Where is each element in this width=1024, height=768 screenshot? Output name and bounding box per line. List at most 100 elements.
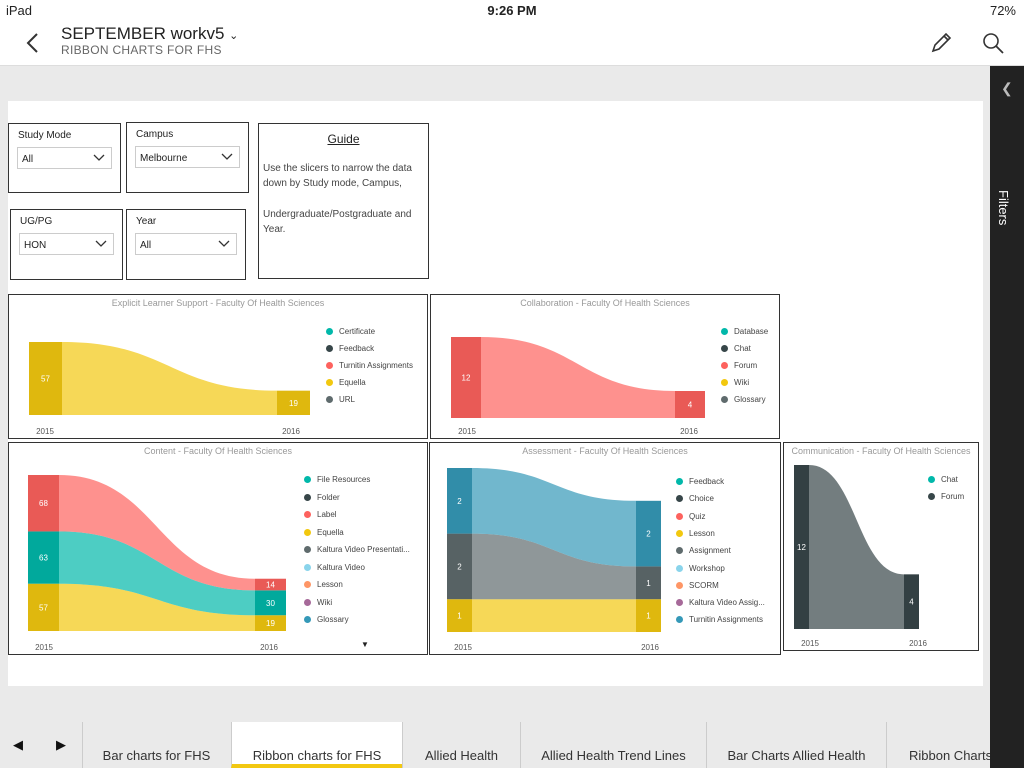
ribbon-bar-segment[interactable] [447,533,472,600]
ribbon-bar-segment[interactable] [675,391,705,418]
ribbon-bar-segment[interactable] [29,342,62,415]
tab-label: Bar charts for FHS [102,748,211,763]
ribbon-band[interactable] [472,599,636,632]
legend-swatch [676,581,683,589]
filters-pane[interactable]: ❮ Filters [990,66,1024,768]
data-label: 4 [688,401,693,410]
tab-label: Ribbon charts for FHS [252,748,382,763]
ug-pg-dropdown[interactable]: HON [19,233,114,255]
data-label: 1 [457,612,462,621]
legend-label: Quiz [689,511,706,521]
legend-swatch [304,493,311,501]
legend-swatch [721,396,728,403]
x-tick-label: 2016 [641,643,659,652]
guide-text: Undergraduate/Postgraduate and [263,209,412,220]
ribbon-bar-segment[interactable] [277,390,310,415]
legend-swatch [676,529,683,537]
guide-text: Year. [263,224,286,235]
x-tick-label: 2015 [35,643,53,652]
slicer-value: All [22,154,34,165]
campus-dropdown[interactable]: Melbourne [135,146,240,168]
ribbon-bar-segment[interactable] [636,500,661,567]
x-tick-label: 2015 [458,427,476,436]
next-page-icon[interactable]: ▶ [56,737,66,752]
legend-label: Kaltura Video [317,562,365,572]
prev-page-icon[interactable]: ◀ [13,737,23,752]
ribbon-bar-segment[interactable] [636,566,661,600]
ribbon-bar-segment[interactable] [794,465,809,629]
legend-swatch [304,546,311,553]
ribbon-band[interactable] [472,468,636,567]
data-label: 57 [39,603,48,612]
ribbon-bar-segment[interactable] [28,531,59,584]
tab-ribbon-charts[interactable]: Ribbon Charts [886,722,990,768]
ribbon-band[interactable] [59,475,255,591]
ribbon-bar-segment[interactable] [255,590,286,616]
legend-label: Lesson [689,528,715,538]
report-canvas: Study Mode All Campus Melbourne UG/PG HO… [8,101,983,686]
guide-title: Guide [327,132,360,146]
tab-ribbon-charts-fhs[interactable]: Ribbon charts for FHS [231,722,402,768]
legend-swatch [928,493,935,500]
x-tick-label: 2016 [909,639,927,648]
legend-swatch [928,476,935,483]
legend-swatch [721,345,728,352]
search-button[interactable] [980,30,1006,56]
legend-label: Feedback [339,344,375,353]
data-label: 19 [289,399,298,408]
slicer-value: Melbourne [140,153,188,164]
ribbon-bar-segment[interactable] [451,337,481,418]
legend-label: File Resources [317,475,371,484]
legend-swatch [676,478,683,485]
device-label: iPad [6,3,33,18]
study-mode-dropdown[interactable]: All [17,147,112,169]
year-dropdown[interactable]: All [135,233,237,255]
ribbon-band[interactable] [472,533,636,600]
legend-swatch [676,495,683,503]
ribbon-band[interactable] [809,465,904,629]
chevron-down-icon [221,153,233,160]
legend-label: Turnitin Assignments [689,615,763,625]
slicer-label: Study Mode [18,130,72,141]
ribbon-band[interactable] [481,337,675,418]
ribbon-bar-segment[interactable] [255,578,286,591]
chart-explicit-learner-support: Explicit Learner Support - Faculty Of He… [8,294,428,439]
tab-label: Allied Health Trend Lines [541,748,686,763]
legend-swatch [326,328,333,335]
legend-swatch [304,598,311,606]
tab-label: Ribbon Charts [909,748,990,763]
legend-more-icon[interactable]: ▼ [361,640,369,649]
data-label: 57 [41,375,50,384]
legend-label: Choice [689,494,714,504]
ribbon-bar-segment[interactable] [904,574,919,629]
chevron-left-icon[interactable]: ❮ [1001,80,1013,96]
edit-button[interactable] [928,30,954,56]
ribbon-band[interactable] [62,342,277,415]
tab-allied-health[interactable]: Allied Health [402,722,520,768]
legend-swatch [721,362,728,369]
ribbon-band[interactable] [59,583,255,631]
chevron-left-icon [26,33,38,53]
report-title[interactable]: SEPTEMBER workv5 ⌄ [61,24,238,44]
tab-bar-charts-allied-health[interactable]: Bar Charts Allied Health [706,722,886,768]
legend-label: Database [734,327,769,336]
ribbon-bar-segment[interactable] [28,583,59,631]
legend-swatch [676,547,683,555]
ribbon-band[interactable] [59,531,255,616]
tab-bar-charts-fhs[interactable]: Bar charts for FHS [82,722,230,768]
tab-allied-health-trend-lines[interactable]: Allied Health Trend Lines [520,722,706,768]
ribbon-bar-segment[interactable] [255,615,286,631]
ribbon-bar-segment[interactable] [447,468,472,534]
chevron-down-icon: ⌄ [229,30,239,42]
status-bar: iPad 9:26 PM 72% [0,0,1024,22]
legend-label: SCORM [689,580,719,590]
ribbon-bar-segment[interactable] [28,475,59,532]
ribbon-bar-segment[interactable] [636,599,661,632]
x-tick-label: 2016 [260,643,278,652]
legend-swatch [326,379,333,386]
back-button[interactable] [22,30,44,56]
legend-swatch [304,528,311,536]
ribbon-bar-segment[interactable] [447,599,472,632]
chevron-down-icon [95,240,107,247]
tab-label: Allied Health [425,748,498,763]
